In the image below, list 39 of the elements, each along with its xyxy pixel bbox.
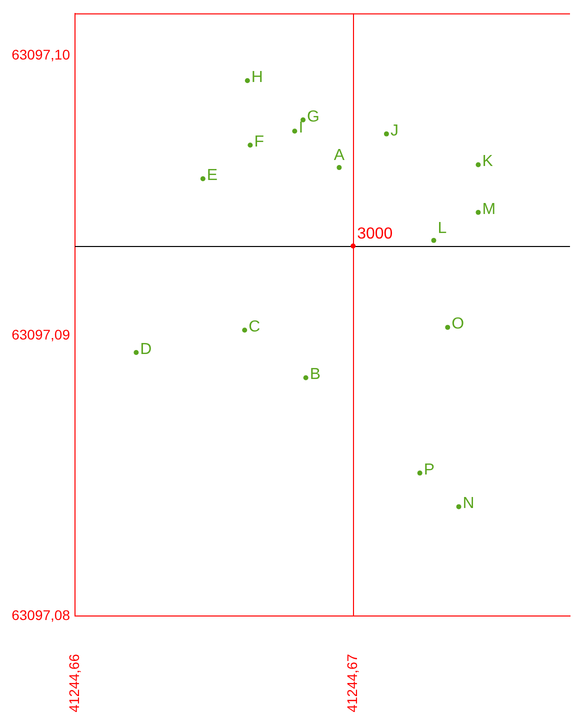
annotation: E xyxy=(206,167,218,184)
point xyxy=(476,162,481,168)
point xyxy=(134,350,139,356)
annotation: D xyxy=(140,340,152,358)
point xyxy=(303,375,308,380)
y-tick-label: 63097,08 xyxy=(12,606,70,623)
annotation: I xyxy=(298,120,304,137)
annotation: A xyxy=(334,146,345,164)
point xyxy=(244,78,250,84)
point xyxy=(300,117,306,122)
point xyxy=(292,128,298,134)
point xyxy=(248,142,253,148)
x-tick-label: 41244,66 xyxy=(66,654,82,712)
point xyxy=(384,131,389,136)
point xyxy=(456,504,462,510)
annotation: N xyxy=(462,495,474,512)
point xyxy=(431,238,436,243)
annotation: L xyxy=(438,220,447,237)
point xyxy=(350,244,356,249)
annotation: B xyxy=(310,366,320,384)
point xyxy=(336,165,342,170)
annotation: M xyxy=(482,200,496,218)
point xyxy=(445,324,450,330)
annotation: O xyxy=(452,316,464,333)
point xyxy=(417,470,422,476)
annotation: G xyxy=(307,108,320,126)
annotation: H xyxy=(251,69,263,86)
point xyxy=(200,176,206,182)
annotation: J xyxy=(390,122,398,140)
point xyxy=(242,328,248,333)
annotation: K xyxy=(482,153,494,170)
annotation: 3000 xyxy=(357,225,393,242)
x-tick-label: 41244,67 xyxy=(344,654,360,712)
y-tick-label: 63097,09 xyxy=(12,326,70,343)
annotation: F xyxy=(254,134,264,151)
annotation: P xyxy=(424,461,435,478)
point xyxy=(476,210,481,215)
annotation: C xyxy=(248,318,260,336)
y-tick-label: 63097,10 xyxy=(12,46,70,62)
